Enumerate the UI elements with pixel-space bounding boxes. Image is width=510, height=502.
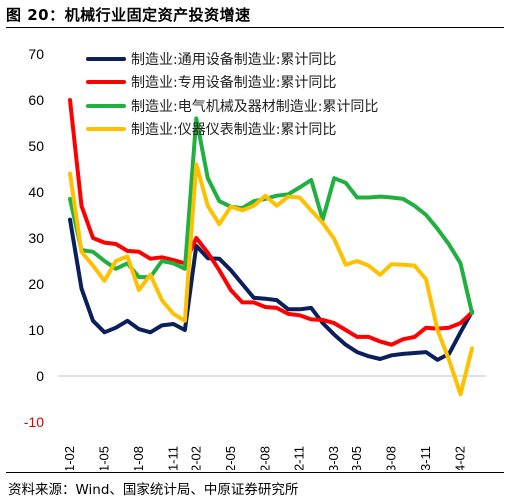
y-tick-label: -10 bbox=[24, 414, 44, 430]
series-line-2 bbox=[68, 98, 474, 347]
source-note: 资料来源：Wind、国家统计局、中原证券研究所 bbox=[8, 482, 299, 498]
series-line-4 bbox=[68, 162, 474, 397]
x-tick-label: 2023-03 bbox=[326, 446, 341, 470]
source-divider bbox=[6, 472, 504, 473]
y-tick-label: 10 bbox=[28, 322, 44, 338]
x-tick-label: 2021-08 bbox=[131, 446, 146, 470]
y-tick-label: 50 bbox=[28, 138, 44, 154]
x-tick-label: 2023-08 bbox=[384, 446, 399, 470]
x-tick-label: 2022-11 bbox=[292, 446, 307, 470]
y-tick-label: 0 bbox=[36, 368, 44, 384]
y-tick-label: 70 bbox=[28, 46, 44, 62]
y-tick-label: 40 bbox=[28, 184, 44, 200]
legend-label: 制造业:通用设备制造业:累计同比 bbox=[131, 51, 336, 68]
y-tick-label: 60 bbox=[28, 92, 44, 108]
x-tick-label: 2021-11 bbox=[165, 446, 180, 470]
line-chart: 70 60 50 40 30 20 10 0 -10 2021-02 2021-05 2021-08 2… bbox=[24, 46, 486, 470]
legend: 制造业:通用设备制造业:累计同比制造业:专用设备制造业:累计同比制造业:电气机械… bbox=[86, 51, 378, 138]
x-tick-label: 2023-05 bbox=[349, 446, 364, 470]
legend-label: 制造业:电气机械及器材制造业:累计同比 bbox=[131, 99, 378, 115]
y-tick-label: 30 bbox=[28, 230, 44, 246]
x-tick-label: 2024-02 bbox=[453, 446, 468, 470]
x-tick-label: 2022-08 bbox=[257, 446, 272, 470]
series-line-1 bbox=[68, 217, 474, 362]
x-tick-label: 2023-11 bbox=[418, 446, 433, 470]
legend-label: 制造业:仪器仪表制造业:累计同比 bbox=[131, 122, 336, 138]
x-tick-label: 2022-02 bbox=[188, 446, 203, 470]
x-tick-label: 2021-02 bbox=[62, 446, 77, 470]
legend-label: 制造业:专用设备制造业:累计同比 bbox=[131, 74, 336, 91]
x-tick-label: 2022-05 bbox=[223, 446, 238, 470]
y-tick-label: 20 bbox=[28, 276, 44, 292]
series-group bbox=[68, 98, 474, 397]
x-tick-label: 2021-05 bbox=[96, 446, 111, 470]
series-line-3 bbox=[68, 116, 474, 315]
figure-title: 图 20：机械行业固定资产投资增速 bbox=[6, 6, 251, 24]
axis-group: 70 60 50 40 30 20 10 0 -10 2021-02 2021-05 2021-08 2… bbox=[24, 46, 486, 470]
title-divider bbox=[6, 27, 504, 28]
